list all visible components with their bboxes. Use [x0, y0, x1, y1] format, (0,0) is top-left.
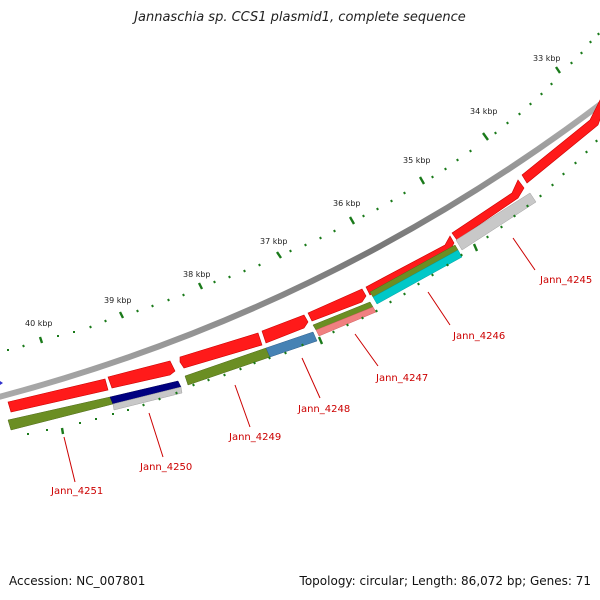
sequence-summary-text: Topology: circular; Length: 86,072 bp; G… — [299, 574, 591, 588]
gene-bar-jann-4246-cyan — [372, 249, 463, 305]
kbp-label: 34 kbp — [470, 107, 498, 116]
kbp-label: 33 kbp — [533, 54, 561, 63]
kbp-label: 39 kbp — [104, 296, 132, 305]
cds-arrow — [179, 332, 263, 369]
gene-label-jann-4251: Jann_4251 — [50, 486, 103, 497]
gene-label-jann-4247: Jann_4247 — [375, 373, 428, 384]
outer-tick-ring — [7, 32, 600, 351]
cds-arrow — [521, 99, 600, 184]
cds-arrow — [365, 235, 455, 296]
cds-arrow — [7, 378, 109, 413]
gene-bar-jann-4248 — [265, 331, 318, 358]
kbp-label: 38 kbp — [183, 270, 211, 279]
cds-arrow — [107, 360, 176, 389]
gene-bar-jann-4246-olive — [369, 244, 459, 298]
gene-label-jann-4249: Jann_4249 — [228, 432, 281, 443]
kbp-labels: 40 kbp 39 kbp 38 kbp 37 kbp 36 kbp 35 kb… — [25, 54, 561, 328]
inner-tick-ring — [27, 139, 598, 435]
map-title: Jannaschia sp. CCS1 plasmid1, complete s… — [134, 10, 466, 25]
gene-bar-jann-4250-gray — [112, 386, 183, 411]
gene-label-jann-4246: Jann_4246 — [452, 331, 505, 342]
gene-bar-track — [7, 192, 537, 431]
kbp-label: 36 kbp — [333, 199, 361, 208]
kbp-label: 37 kbp — [260, 237, 288, 246]
gene-label-jann-4248: Jann_4248 — [297, 404, 350, 415]
gene-label-jann-4250: Jann_4250 — [139, 462, 192, 473]
kbp-label: 35 kbp — [403, 156, 431, 165]
accession-text: Accession: NC_007801 — [9, 574, 146, 588]
gene-leader-lines — [63, 237, 536, 483]
gene-label-jann-4245: Jann_4245 — [539, 275, 592, 286]
kbp-label: 40 kbp — [25, 319, 53, 328]
gene-labels: Jann_4251 Jann_4250 Jann_4249 Jann_4248 … — [50, 275, 592, 497]
backbone-circle — [0, 100, 600, 400]
cds-arrow — [307, 288, 367, 322]
forward-cds-track — [7, 99, 600, 413]
cds-arrow — [261, 314, 309, 344]
gene-bar-jann-4245 — [455, 192, 537, 251]
left-edge-marker — [0, 381, 3, 385]
